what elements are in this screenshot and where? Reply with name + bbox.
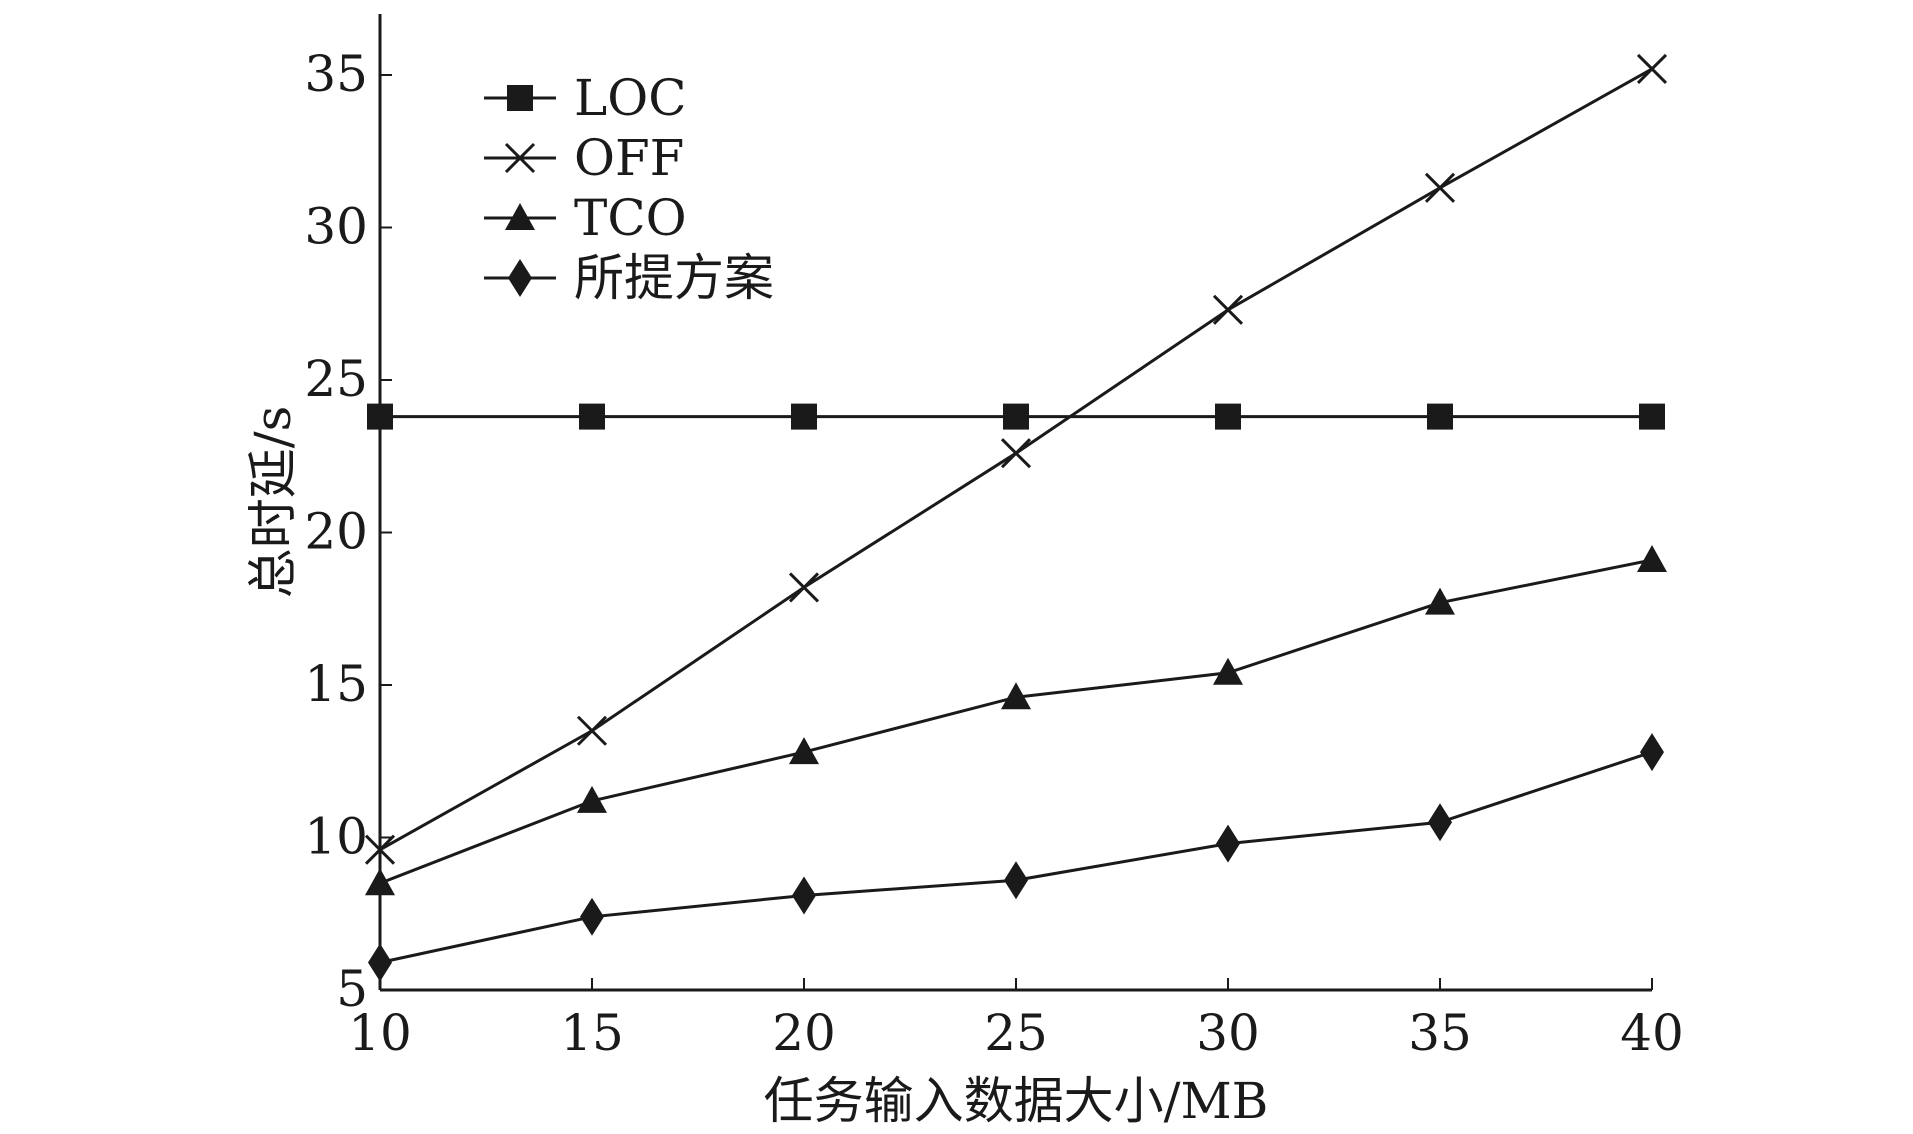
- x-axis-title: 任务输入数据大小/MB: [764, 1072, 1269, 1130]
- legend-label: 所提方案: [574, 249, 774, 307]
- series-x: [364, 53, 1668, 865]
- data-point: [579, 403, 605, 430]
- y-ticks: 5 10 15 20 25 30 35: [304, 45, 392, 1018]
- data-point: [1004, 861, 1028, 900]
- x-ticks: 10 15 20 25 30 35 40: [348, 978, 1684, 1062]
- data-point: [1216, 824, 1240, 863]
- x-tick-label: 25: [984, 1004, 1048, 1062]
- data-point: [364, 834, 396, 865]
- x-tick-label: 15: [560, 1004, 624, 1062]
- data-point: [789, 737, 819, 765]
- legend-label: LOC: [574, 69, 686, 127]
- legend-marker: [508, 259, 532, 297]
- data-point: [1212, 294, 1244, 325]
- series-line: [379, 558, 1653, 885]
- legend-label: TCO: [574, 189, 687, 247]
- data-point: [368, 943, 392, 982]
- data-point: [365, 868, 395, 896]
- y-tick-label: 25: [304, 350, 368, 408]
- series-square: [367, 403, 1665, 430]
- y-tick-label: 5: [336, 960, 368, 1018]
- data-point: [792, 876, 816, 915]
- legend-marker: [504, 142, 536, 174]
- series-diamond: [368, 733, 1664, 982]
- x-tick-label: 20: [772, 1004, 836, 1062]
- legend-label: OFF: [574, 129, 684, 187]
- data-point: [1001, 682, 1031, 710]
- data-point: [1636, 53, 1668, 84]
- legend-entry: LOC: [484, 69, 686, 127]
- y-tick-label: 30: [304, 198, 368, 256]
- y-tick-label: 10: [304, 808, 368, 866]
- data-point: [1428, 803, 1452, 842]
- series-line: [379, 67, 1653, 852]
- data-point: [367, 403, 393, 430]
- x-tick-label: 30: [1196, 1004, 1260, 1062]
- data-point: [1639, 403, 1665, 430]
- x-tick-label: 40: [1620, 1004, 1684, 1062]
- legend-entry: OFF: [484, 129, 684, 187]
- data-point: [791, 403, 817, 430]
- data-point: [1637, 544, 1667, 572]
- data-point: [1640, 733, 1664, 772]
- data-point: [1000, 438, 1032, 469]
- data-point: [576, 715, 608, 746]
- legend-entry: TCO: [484, 189, 687, 247]
- data-point: [788, 572, 820, 603]
- data-point: [1215, 403, 1241, 430]
- y-axis-title: 总时延/s: [244, 406, 302, 599]
- legend-marker: [505, 203, 535, 230]
- series-layer: [364, 53, 1668, 982]
- y-tick-label: 15: [304, 655, 368, 713]
- x-tick-label: 35: [1408, 1004, 1472, 1062]
- axes: [378, 14, 1652, 992]
- data-point: [1213, 657, 1243, 685]
- data-point: [1425, 587, 1455, 615]
- y-tick-label: 20: [304, 503, 368, 561]
- series-triangle: [365, 544, 1667, 896]
- legend-marker: [507, 85, 533, 111]
- data-point: [580, 897, 604, 936]
- data-point: [1424, 172, 1456, 203]
- series-line: [379, 750, 1653, 965]
- legend-entry: 所提方案: [484, 249, 774, 307]
- x-tick-label: 10: [348, 1004, 412, 1062]
- data-point: [1003, 403, 1029, 430]
- y-tick-label: 35: [304, 45, 368, 103]
- data-point: [577, 785, 607, 813]
- data-point: [1427, 403, 1453, 430]
